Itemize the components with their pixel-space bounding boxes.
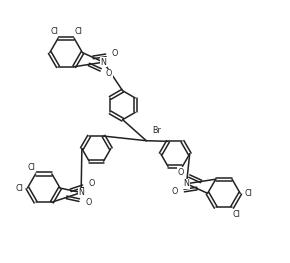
Text: Cl: Cl	[28, 163, 36, 171]
Text: N: N	[184, 179, 189, 188]
Text: O: O	[112, 49, 118, 58]
Text: Cl: Cl	[244, 189, 252, 198]
Text: Cl: Cl	[74, 27, 82, 36]
Text: O: O	[88, 179, 95, 188]
Text: Cl: Cl	[232, 210, 240, 219]
Text: O: O	[85, 198, 91, 206]
Text: Cl: Cl	[16, 184, 23, 193]
Text: Br: Br	[152, 126, 161, 135]
Text: N: N	[101, 58, 106, 67]
Text: Cl: Cl	[50, 27, 58, 36]
Text: O: O	[106, 69, 112, 78]
Text: O: O	[178, 168, 184, 177]
Text: O: O	[172, 188, 178, 196]
Text: Cl: Cl	[16, 184, 23, 193]
Text: N: N	[78, 188, 84, 197]
